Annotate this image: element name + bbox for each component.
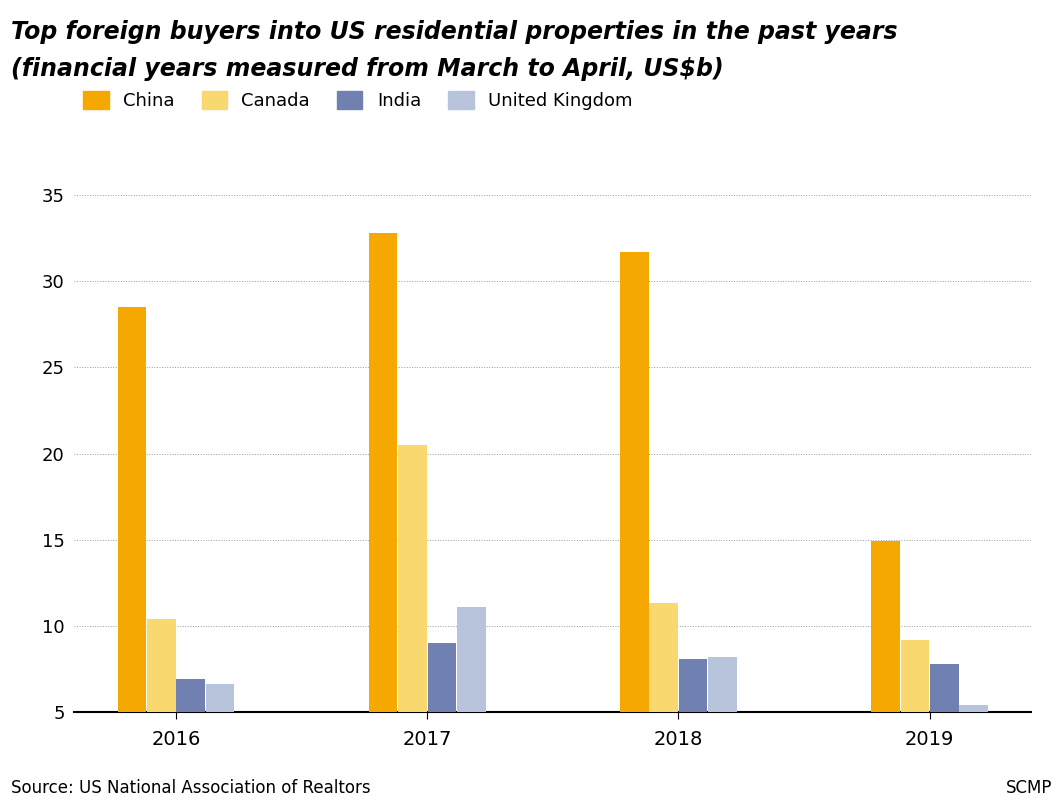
Bar xyxy=(369,233,398,712)
Bar xyxy=(679,659,707,712)
Bar xyxy=(620,252,648,712)
Bar xyxy=(176,680,205,712)
Text: (financial years measured from March to April, US$b): (financial years measured from March to … xyxy=(11,57,723,81)
Text: Top foreign buyers into US residential properties in the past years: Top foreign buyers into US residential p… xyxy=(11,20,897,44)
Bar xyxy=(147,619,175,712)
Text: Source: US National Association of Realtors: Source: US National Association of Realt… xyxy=(11,779,370,797)
Bar xyxy=(427,643,456,712)
Bar xyxy=(399,445,426,712)
Legend: China, Canada, India, United Kingdom: China, Canada, India, United Kingdom xyxy=(83,91,632,110)
Bar xyxy=(708,657,737,712)
Text: SCMP: SCMP xyxy=(1006,779,1052,797)
Bar xyxy=(206,684,234,712)
Bar xyxy=(118,307,146,712)
Bar xyxy=(930,663,959,712)
Bar xyxy=(457,607,486,712)
Bar xyxy=(649,604,678,712)
Bar xyxy=(872,541,899,712)
Bar xyxy=(900,640,929,712)
Bar xyxy=(960,705,988,712)
